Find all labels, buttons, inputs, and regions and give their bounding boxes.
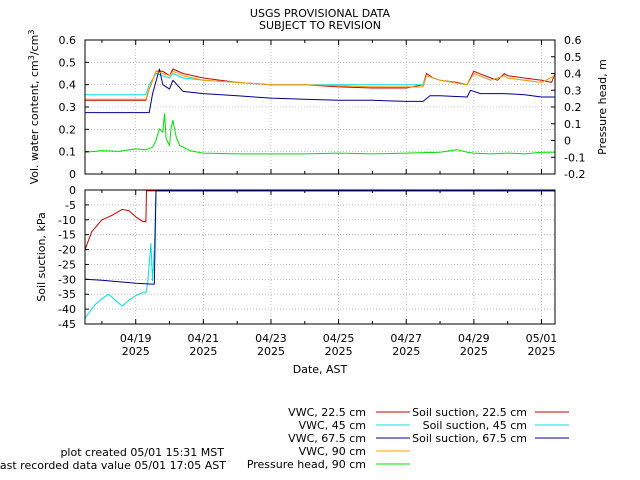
x-tick-label-date: 04/29 xyxy=(458,332,490,345)
top-right-tick-label: -0.2 xyxy=(564,168,585,181)
bottom-y-tick-label: -25 xyxy=(58,258,76,271)
top-right-tick-label: 0.3 xyxy=(564,84,582,97)
legend-label: VWC, 90 cm xyxy=(299,445,366,458)
bottom-panel-ticks: 0-5-10-15-20-25-30-35-40-4504/19202504/2… xyxy=(58,40,557,358)
x-tick-label-date: 04/19 xyxy=(120,332,152,345)
bottom-y-tick-label: -15 xyxy=(58,229,76,242)
legend-label: VWC, 22.5 cm xyxy=(288,406,366,419)
legend-label: Soil suction, 45 cm xyxy=(423,419,527,432)
legend-label: VWC, 67.5 cm xyxy=(288,432,366,445)
chart-title-line1: USGS PROVISIONAL DATA xyxy=(250,7,391,20)
x-tick-label-date: 04/25 xyxy=(323,332,355,345)
top-left-tick-label: 0.1 xyxy=(59,146,77,159)
bottom-y-tick-label: -40 xyxy=(58,303,76,316)
bottom-panel-grid xyxy=(85,190,555,324)
x-tick-label-year: 2025 xyxy=(257,345,285,358)
series-pressure-90 xyxy=(84,113,555,155)
series-vwc-67-5 xyxy=(85,68,555,114)
top-right-tick-label: 0 xyxy=(564,135,571,148)
top-right-tick-label: 0.6 xyxy=(564,34,582,47)
x-tick-label-date: 04/23 xyxy=(255,332,287,345)
x-axis-label: Date, AST xyxy=(293,363,348,376)
legend-label: Soil suction, 67.5 cm xyxy=(412,432,527,445)
top-panel-ticks: 0 0.1 0.2 0.3 0.4 0.5 0.6 -0.2 -0.1 0 0.1 0.2 0.3 0.4… xyxy=(59,34,586,181)
last-recorded-text: last recorded data value 05/01 17:05 AST xyxy=(0,459,226,472)
plot-created-text: plot created 05/01 15:31 MST xyxy=(60,446,224,459)
top-left-ylabel: Vol. water content, cm3/cm3 xyxy=(27,30,41,185)
bottom-y-tick-label: -5 xyxy=(65,199,76,212)
top-right-tick-label: 0.2 xyxy=(564,101,582,114)
x-tick-label-year: 2025 xyxy=(325,345,353,358)
series-suction-67-5 xyxy=(84,190,555,285)
x-tick-label-year: 2025 xyxy=(527,345,555,358)
top-left-ylabel-main: Vol. water content, cm xyxy=(28,60,41,184)
x-tick-label-year: 2025 xyxy=(122,345,150,358)
bottom-panel-frame xyxy=(84,189,556,325)
bottom-y-tick-label: -45 xyxy=(58,318,76,331)
chart-title-line2: SUBJECT TO REVISION xyxy=(259,19,381,32)
top-left-tick-label: 0.3 xyxy=(59,101,77,114)
series-suction-45 xyxy=(84,190,555,319)
top-right-tick-label: 0.4 xyxy=(564,68,582,81)
x-tick-label-year: 2025 xyxy=(392,345,420,358)
top-panel-series xyxy=(84,68,556,155)
top-left-tick-label: 0.2 xyxy=(59,123,77,136)
top-left-ylabel-mid: /cm xyxy=(28,35,41,55)
x-tick-label-year: 2025 xyxy=(189,345,217,358)
top-left-ylabel-sup: 3 xyxy=(27,55,36,60)
top-left-tick-label: 0.4 xyxy=(59,79,77,92)
top-left-ylabel-sup2: 3 xyxy=(27,30,36,35)
legend-label: Soil suction, 22.5 cm xyxy=(412,406,527,419)
top-left-tick-label: 0.6 xyxy=(59,34,77,47)
x-tick-label-date: 05/01 xyxy=(526,332,558,345)
series-vwc-90 xyxy=(85,70,556,100)
top-right-tick-label: 0.1 xyxy=(564,118,582,131)
bottom-panel-series xyxy=(84,189,555,319)
legend-label: Pressure head, 90 cm xyxy=(247,458,366,471)
top-right-tick-label: 0.5 xyxy=(564,51,582,64)
bottom-ylabel: Soil suction, kPa xyxy=(35,212,48,301)
bottom-y-tick-label: -30 xyxy=(58,273,76,286)
top-right-ylabel: Pressure head, m xyxy=(596,59,609,155)
legend-label: VWC, 45 cm xyxy=(299,419,366,432)
bottom-y-tick-label: 0 xyxy=(69,184,76,197)
top-right-tick-label: -0.1 xyxy=(564,151,585,164)
x-tick-label-date: 04/27 xyxy=(390,332,422,345)
x-tick-label-year: 2025 xyxy=(460,345,488,358)
bottom-y-tick-label: -20 xyxy=(58,244,76,257)
top-left-tick-label: 0 xyxy=(69,168,76,181)
bottom-y-tick-label: -35 xyxy=(58,288,76,301)
bottom-y-tick-label: -10 xyxy=(58,214,76,227)
top-left-tick-label: 0.5 xyxy=(59,56,77,69)
x-tick-label-date: 04/21 xyxy=(187,332,219,345)
